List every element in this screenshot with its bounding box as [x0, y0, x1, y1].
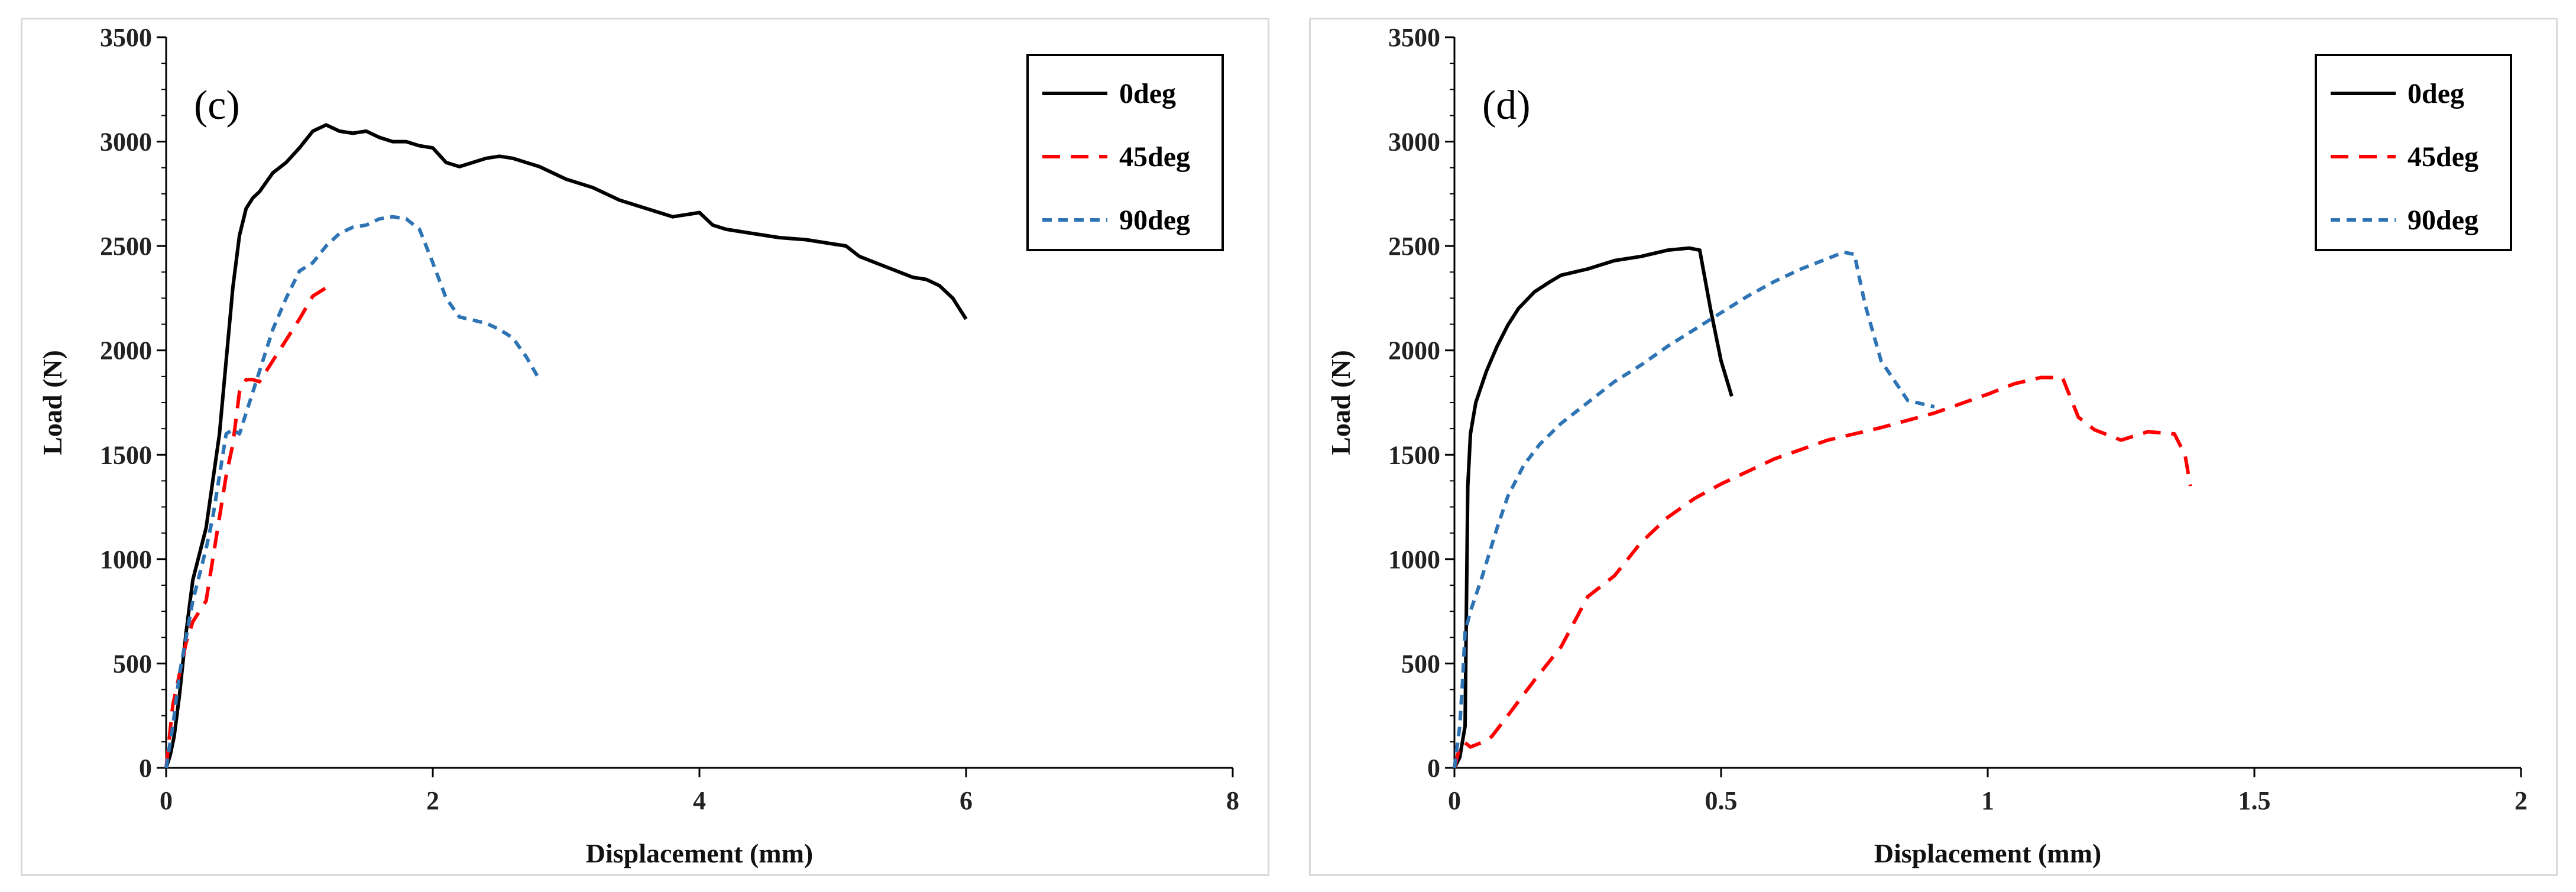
series-line-45deg [1453, 375, 2192, 768]
y-tick-label: 2000 [1388, 336, 1440, 365]
y-tick-label: 1500 [1388, 440, 1440, 469]
y-axis-title: Load (N) [37, 350, 67, 455]
x-tick-label: 1 [1981, 786, 1994, 815]
x-tick-label: 0 [160, 786, 173, 815]
y-tick-label: 3500 [100, 23, 152, 52]
y-tick-label: 1000 [100, 545, 152, 574]
x-tick-label: 6 [960, 786, 973, 815]
y-tick-label: 1000 [1388, 545, 1440, 574]
series-line-0deg [164, 123, 968, 768]
y-tick-label: 0 [1427, 754, 1440, 783]
y-tick-label: 0 [139, 754, 152, 783]
series-line-90deg [164, 215, 541, 768]
legend-label-90deg: 90deg [2407, 205, 2478, 236]
legend-label-0deg: 0deg [2407, 78, 2464, 109]
chart-panel-d: 0 500 1000 1500 2000 2500 3000 3500 0 0.5 1 1.5 2 Dis… [1309, 18, 2558, 876]
x-tick-label: 1.5 [2238, 786, 2271, 815]
series-line-90deg [1453, 250, 1935, 768]
x-tick-label: 0 [1448, 786, 1461, 815]
y-tick-label: 500 [1401, 649, 1440, 678]
panel-label: (c) [194, 83, 240, 128]
y-tick-label: 2500 [100, 232, 152, 261]
y-tick-label: 3500 [1388, 23, 1440, 52]
panel-label: (d) [1482, 83, 1531, 128]
y-tick-label: 500 [113, 649, 152, 678]
legend-label-45deg: 45deg [1119, 141, 1190, 173]
y-axis-title: Load (N) [1326, 350, 1356, 455]
x-tick-label: 2 [426, 786, 439, 815]
legend-label-90deg: 90deg [1119, 205, 1190, 236]
y-tick-label: 2000 [100, 336, 152, 365]
x-tick-label: 8 [1226, 786, 1239, 815]
chart-panel-c: 0 500 1000 1500 2000 2500 3000 3500 0 2 4 6 8 Displac… [21, 18, 1269, 876]
y-tick-label: 3000 [100, 128, 152, 157]
chart-d-svg: 0 500 1000 1500 2000 2500 3000 3500 0 0.5 1 1.5 2 Dis… [1326, 23, 2528, 868]
x-tick-label: 2 [2515, 786, 2528, 815]
y-tick-label: 3000 [1388, 128, 1440, 157]
legend-label-45deg: 45deg [2407, 141, 2478, 173]
series-line-45deg [164, 280, 334, 768]
x-tick-label: 4 [693, 786, 706, 815]
y-tick-label: 2500 [1388, 232, 1440, 261]
series-line-0deg [1453, 246, 1733, 769]
x-axis-title: Displacement (mm) [1874, 838, 2102, 868]
legend-box [2315, 54, 2512, 251]
legend-label-0deg: 0deg [1119, 78, 1176, 109]
x-tick-label: 0.5 [1705, 786, 1738, 815]
x-axis-title: Displacement (mm) [586, 838, 814, 868]
y-tick-label: 1500 [100, 440, 152, 469]
legend-box [1026, 54, 1224, 251]
chart-c-svg: 0 500 1000 1500 2000 2500 3000 3500 0 2 4 6 8 Displac… [37, 23, 1239, 868]
